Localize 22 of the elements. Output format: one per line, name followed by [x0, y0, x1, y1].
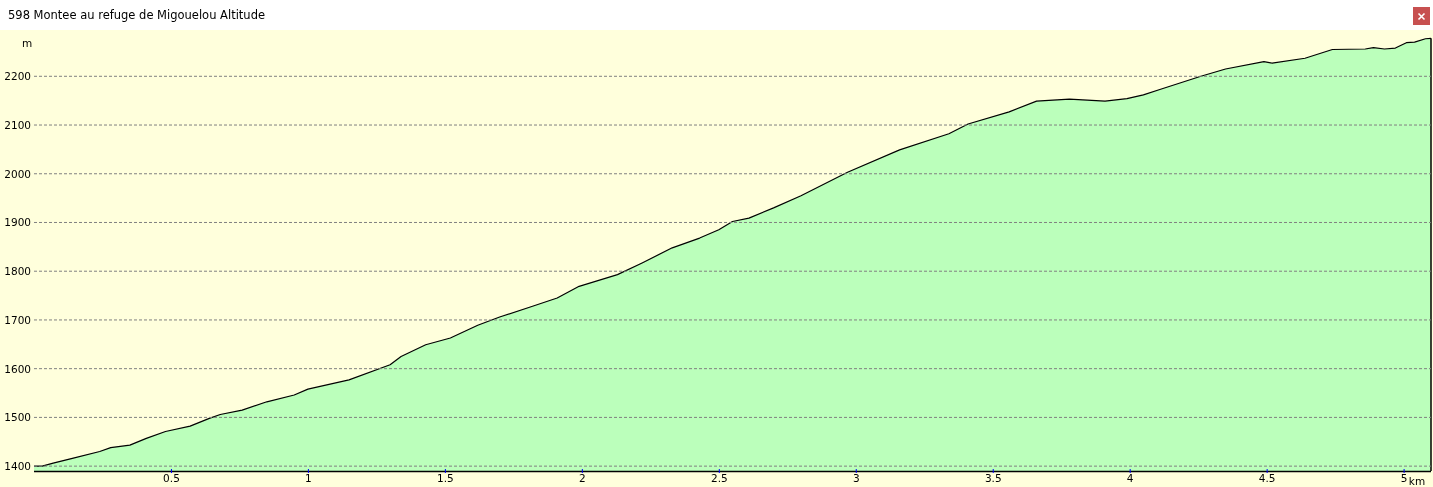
y-tick-label: 1600	[4, 362, 31, 375]
x-tick-label: 3.5	[984, 472, 1002, 485]
x-tick-label: 4	[1126, 472, 1134, 485]
x-tick-label: 2.5	[710, 472, 728, 485]
y-tick-label: 1500	[4, 411, 31, 424]
x-axis-title: km	[1408, 475, 1426, 487]
y-tick-label: 2000	[4, 167, 31, 180]
x-tick-label: 2	[579, 472, 586, 485]
y-tick-label: 2200	[4, 70, 31, 83]
x-tick-label: 5	[1400, 472, 1408, 485]
x-tick-label: 4.5	[1258, 472, 1276, 485]
y-axis-title: m	[21, 37, 33, 49]
x-tick-label: 3	[852, 472, 860, 485]
x-tick-label: 0.5	[163, 472, 180, 485]
x-tick-label: 1.5	[437, 472, 454, 485]
y-tick-label: 2100	[4, 118, 31, 131]
y-tick-label: 1700	[4, 313, 31, 326]
chart-title: 598 Montee au refuge de Migouelou Altitude	[8, 8, 266, 22]
x-tick-label: 1	[305, 472, 312, 485]
y-tick-label: 1900	[4, 216, 31, 229]
y-tick-label: 1800	[4, 265, 31, 278]
y-tick-label: 1400	[4, 459, 31, 472]
